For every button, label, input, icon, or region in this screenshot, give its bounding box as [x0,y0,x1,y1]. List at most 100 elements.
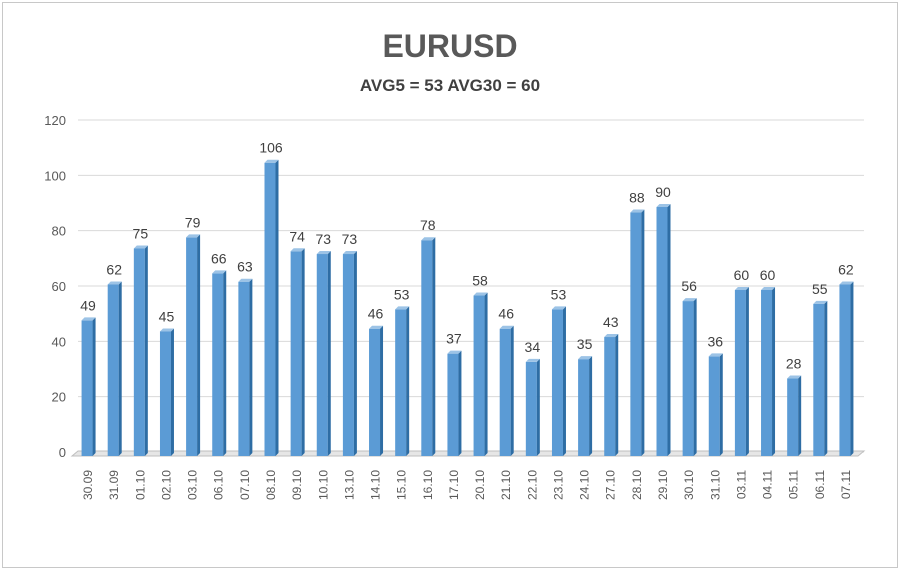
bar-side [380,325,384,456]
bar-side [484,292,488,456]
bar-top [708,353,723,357]
x-tick-label: 24.10 [578,470,592,500]
bar-side [667,204,671,456]
bar [630,212,642,456]
bar [551,309,563,456]
x-tick-label: 05.11 [787,470,801,499]
bar-top [813,300,828,304]
data-label: 63 [237,259,253,275]
bar-side [562,306,566,456]
x-tick-label: 14.10 [369,470,383,500]
x-tick-label: 27.10 [604,470,618,500]
bar-side [327,251,331,456]
bar-side [772,287,776,456]
y-tick-label: 100 [44,168,66,183]
x-tick-label: 06.11 [813,470,827,499]
bar-top [525,358,540,362]
x-tick-label: 30.09 [81,470,95,500]
bar-top [133,245,148,249]
x-tick-label: 02.10 [159,470,173,500]
bar-side [432,237,436,456]
data-label: 79 [185,214,201,230]
bar-top [734,287,749,290]
bar-top [264,159,279,163]
bar-side [118,281,122,456]
bar [212,273,224,456]
bar-top [499,325,514,329]
x-tick-label: 13.10 [342,470,356,500]
bar-top [159,328,174,332]
data-label: 55 [812,281,828,297]
x-tick-label: 31.09 [107,470,121,500]
x-tick-label: 31.10 [708,470,722,500]
bar [839,284,851,456]
bar-side [589,356,593,456]
bar [787,378,799,456]
data-label: 60 [734,267,750,283]
bar-top [186,234,201,238]
x-tick-label: 09.10 [290,470,304,500]
data-label: 88 [629,190,645,206]
y-tick-label: 0 [59,445,66,460]
data-label: 53 [394,286,410,302]
bar [682,301,694,456]
data-label: 43 [603,314,619,330]
y-tick-label: 60 [52,279,66,294]
bar-top [395,306,410,310]
bar-top [761,287,776,290]
bar [499,328,511,456]
bar-top [447,350,462,354]
x-tick-label: 03.11 [734,470,748,499]
bar-top [238,278,253,282]
bar-side [301,248,305,456]
y-tick-label: 120 [44,113,66,128]
data-label: 46 [368,306,384,322]
x-tick-label: 06.10 [212,470,226,500]
data-label: 37 [446,331,462,347]
bar [604,337,616,456]
data-label: 62 [106,261,122,277]
bar [81,320,93,456]
bar [395,309,407,456]
data-label: 73 [342,231,358,247]
x-tick-label: 04.11 [761,470,775,499]
x-tick-label: 07.10 [238,470,252,500]
bar-top [656,204,671,207]
bar [656,207,668,456]
bar [290,251,302,456]
x-tick-label: 28.10 [630,470,644,500]
chart-subtitle: AVG5 = 53 AVG30 = 60 [359,76,541,95]
bar-side [719,353,723,456]
bar-side [510,325,514,456]
data-label: 73 [315,231,331,247]
data-label: 53 [551,286,567,302]
x-tick-label: 10.10 [316,470,330,500]
y-tick-label: 40 [52,334,66,349]
bar [447,353,459,456]
x-tick-label: 08.10 [264,470,278,500]
bar-side [406,306,410,456]
data-label: 49 [80,297,96,313]
bar [316,254,328,456]
data-label: 34 [525,339,541,355]
bar [264,162,276,456]
bar-side [275,159,279,456]
data-label: 106 [259,140,283,156]
bar-top [787,375,802,379]
data-label: 66 [211,250,227,266]
x-tick-label: 29.10 [656,470,670,500]
bar-top [290,248,305,252]
bar-top [81,317,96,321]
bar [133,248,145,456]
bar-side [536,358,540,456]
bar-side [249,278,253,456]
bar [813,303,825,456]
x-tick-label: 16.10 [421,470,435,500]
data-label: 60 [760,267,776,283]
bar [369,328,381,456]
x-tick-label: 22.10 [525,470,539,500]
bar [107,284,119,456]
bar-top [473,292,488,296]
bar-top [316,251,331,255]
y-tick-label: 80 [52,224,66,239]
